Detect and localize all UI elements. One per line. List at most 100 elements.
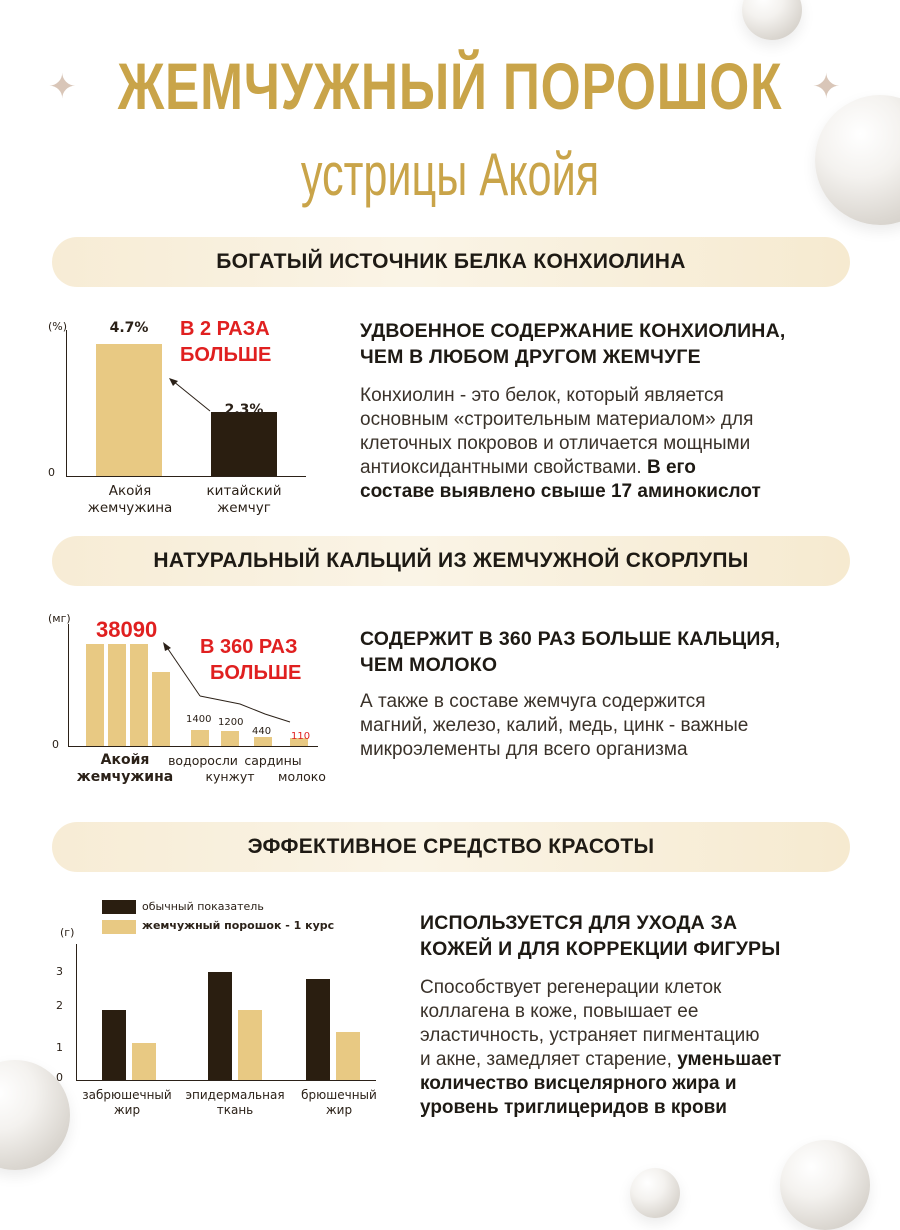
chart2-y-axis: [68, 624, 69, 746]
chart3-cat2-line2: ткань: [216, 1103, 254, 1117]
sparkle-icon: ✦: [812, 67, 841, 107]
chart1-value-chinese: 2.3%: [224, 402, 264, 418]
chart1-cat2-line1: китайский: [206, 483, 282, 499]
section1-text-line3: клеточных покровов и отличается мощными: [360, 433, 751, 454]
chart2-value-sardines: 440: [252, 726, 272, 737]
chart1-value-akoya: 4.7%: [109, 320, 149, 336]
section3-heading: ИСПОЛЬЗУЕТСЯ ДЛЯ УХОДА ЗА КОЖЕЙ И ДЛЯ КО…: [420, 910, 880, 962]
chart3-category-retroperitoneal: забрюшечный жир: [72, 1088, 182, 1118]
chart2-category-seaweed: водоросли: [168, 753, 238, 768]
chart3-cat2-line1: эпидермальная: [185, 1088, 285, 1102]
chart2-callout-line2: БОЛЬШЕ: [210, 662, 302, 684]
chart3-tick: 0: [56, 1071, 63, 1084]
section2-heading-line2: ЧЕМ МОЛОКО: [360, 654, 498, 676]
chart1-cat1-line1: Акойя: [108, 483, 152, 499]
chart2-trend-line: [163, 642, 291, 723]
chart2-value-seaweed: 1400: [186, 714, 212, 725]
chart2-value-akoya: 38090: [96, 617, 158, 642]
chart2-category-sesame: кунжут: [205, 769, 255, 784]
legend-label-powder: жемчужный порошок - 1 курс: [142, 919, 335, 932]
section3-text-bold5: количество висцелярного жира и: [420, 1073, 737, 1094]
chart2-cat1-line1: Акойя: [100, 752, 150, 768]
chart2-category-sardines: сардины: [244, 753, 302, 768]
chart3-tick: 2: [56, 999, 63, 1012]
chart1-bar-chinese: [211, 411, 277, 476]
chart3-bar-powder-epidermal: [238, 1010, 262, 1080]
chart2-unit: (мг): [48, 612, 71, 625]
chart1-zero: 0: [48, 466, 55, 479]
chart3-tick: 3: [56, 965, 63, 978]
chart2-category-milk: молоко: [278, 769, 326, 784]
section3-text-line1: Способствует регенерации клеток: [420, 977, 722, 998]
chart1-arrow: [169, 378, 211, 412]
chart3-bar-regular-abdominal: [306, 979, 330, 1080]
section3-text-line4: и акне, замедляет старение,: [420, 1049, 672, 1070]
section1-text-line2: основным «строительным материалом» для: [360, 409, 754, 430]
chart2-bar-milk: [290, 738, 308, 746]
chart1-unit: (%): [48, 320, 68, 333]
section1-text-line1: Конхиолин - это белок, который является: [360, 385, 724, 406]
chart3-bar-regular-retroperitoneal: [102, 1010, 126, 1080]
chart2-bar-sardines: [254, 737, 272, 746]
section1-text-line4: антиоксидантными свойствами.: [360, 457, 642, 478]
chart3-unit: (г): [60, 926, 75, 939]
page-subtitle: устрицы Акойя: [300, 141, 600, 208]
chart1-category-chinese: китайский жемчуг: [184, 483, 304, 517]
chart3-bar-regular-epidermal: [208, 971, 232, 1080]
chart1-callout-line1: В 2 РАЗА: [180, 318, 270, 340]
chart1-category-akoya: Акойя жемчужина: [70, 483, 190, 517]
chart1-cat1-line2: жемчужина: [87, 500, 173, 516]
pearl-decoration: [630, 1168, 680, 1218]
chart1-y-axis: [66, 330, 67, 476]
section2-text-line2: магний, железо, калий, медь, цинк - важн…: [360, 715, 749, 736]
chart3-category-epidermal: эпидермальная ткань: [178, 1088, 292, 1118]
legend-label-regular: обычный показатель: [142, 900, 264, 913]
section2-text-line3: микроэлементы для всего организма: [360, 739, 688, 760]
section1-text: Конхиолин - это белок, который является …: [360, 384, 880, 504]
section2-heading-line1: СОДЕРЖИТ В 360 РАЗ БОЛЬШЕ КАЛЬЦИЯ,: [360, 628, 781, 650]
pearl-decoration: [742, 0, 802, 40]
section3-text-line2: коллагена в коже, повышает ее: [420, 1001, 699, 1022]
section3-banner: ЭФФЕКТИВНОЕ СРЕДСТВО КРАСОТЫ: [52, 822, 850, 872]
section1-heading: УДВОЕННОЕ СОДЕРЖАНИЕ КОНХИОЛИНА, ЧЕМ В Л…: [360, 318, 860, 370]
section3-text-line3: эластичность, устраняет пигментацию: [420, 1025, 760, 1046]
chart3-tick: 1: [56, 1041, 63, 1054]
section3-text: Способствует регенерации клеток коллаген…: [420, 976, 890, 1120]
chart2-bar-akoya-part: [152, 672, 170, 746]
section3-text-bold6: уровень триглицеридов в крови: [420, 1097, 727, 1118]
pearl-decoration: [815, 95, 900, 225]
chart1-x-axis: [66, 476, 306, 477]
chart2-cat1-line2: жемчужина: [76, 769, 174, 785]
chart3-bar-powder-abdominal: [336, 1032, 360, 1080]
section3-text-bold4: уменьшает: [677, 1049, 782, 1070]
section1-text-bold4: В его: [646, 457, 696, 478]
section2-text-line1: А также в составе жемчуга содержится: [360, 691, 706, 712]
chart1-callout-line2: БОЛЬШЕ: [180, 344, 272, 366]
chart2-bar-akoya-part: [86, 644, 104, 746]
chart3-x-axis: [76, 1080, 376, 1081]
chart3-bar-powder-retroperitoneal: [132, 1043, 156, 1080]
chart2-value-sesame: 1200: [218, 717, 244, 728]
chart1-cat2-line2: жемчуг: [217, 500, 271, 516]
section1-banner: БОГАТЫЙ ИСТОЧНИК БЕЛКА КОНХИОЛИНА: [52, 237, 850, 287]
sparkle-icon: ✦: [48, 67, 77, 107]
chart2-zero: 0: [52, 738, 59, 751]
chart2-value-milk: 110: [291, 731, 311, 742]
chart3-cat1-line2: жир: [113, 1103, 141, 1117]
chart1-bar-akoya: [96, 344, 162, 476]
pearl-decoration: [780, 1140, 870, 1230]
section2-banner: НАТУРАЛЬНЫЙ КАЛЬЦИЙ ИЗ ЖЕМЧУЖНОЙ СКОРЛУП…: [52, 536, 850, 586]
section1-text-bold5: составе выявлено свыше 17 аминокислот: [360, 481, 761, 502]
page-title: ЖЕМЧУЖНЫЙ ПОРОШОК: [117, 49, 783, 123]
section3-heading-line1: ИСПОЛЬЗУЕТСЯ ДЛЯ УХОДА ЗА: [420, 912, 738, 934]
legend-swatch-powder: [102, 920, 136, 934]
chart3-category-abdominal: брюшечный жир: [286, 1088, 392, 1118]
chart3-cat3-line2: жир: [325, 1103, 353, 1117]
legend-swatch-regular: [102, 900, 136, 914]
section1-heading-line2: ЧЕМ В ЛЮБОМ ДРУГОМ ЖЕМЧУГЕ: [360, 346, 701, 368]
section1-heading-line1: УДВОЕННОЕ СОДЕРЖАНИЕ КОНХИОЛИНА,: [360, 320, 786, 342]
chart2-bar-akoya-part: [108, 644, 126, 746]
chart3-cat3-line1: брюшечный: [301, 1088, 377, 1102]
chart2-callout-line1: В 360 РАЗ: [200, 636, 298, 658]
section2-text: А также в составе жемчуга содержится маг…: [360, 690, 880, 762]
